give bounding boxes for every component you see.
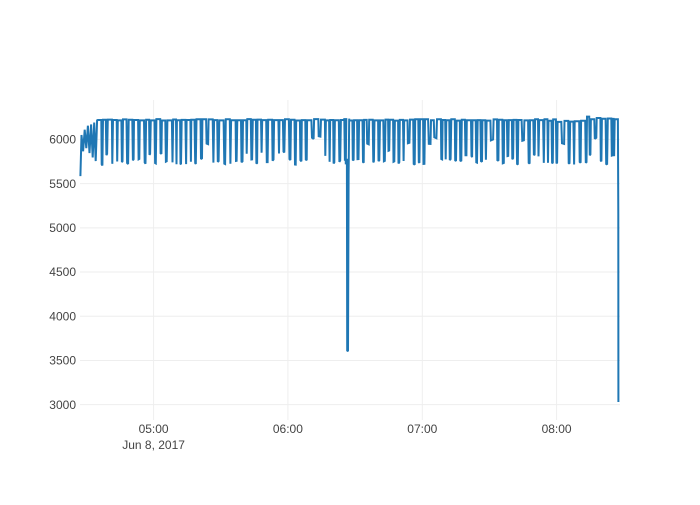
svg-text:3500: 3500 — [49, 354, 76, 368]
svg-text:4500: 4500 — [49, 265, 76, 279]
svg-text:07:00: 07:00 — [407, 422, 437, 436]
svg-text:08:00: 08:00 — [542, 422, 572, 436]
svg-text:3000: 3000 — [49, 398, 76, 412]
svg-text:5500: 5500 — [49, 177, 76, 191]
svg-text:05:00: 05:00 — [139, 422, 169, 436]
svg-text:5000: 5000 — [49, 221, 76, 235]
svg-text:06:00: 06:00 — [273, 422, 303, 436]
svg-text:6000: 6000 — [49, 133, 76, 147]
svg-text:Jun 8, 2017: Jun 8, 2017 — [122, 438, 185, 452]
svg-text:4000: 4000 — [49, 309, 76, 323]
